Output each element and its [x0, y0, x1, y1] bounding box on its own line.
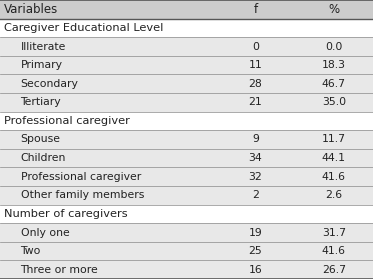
- Bar: [295, 74, 373, 93]
- Bar: [295, 167, 373, 186]
- Text: Three or more: Three or more: [21, 265, 98, 275]
- Bar: [0, 19, 373, 37]
- Bar: [295, 56, 373, 74]
- Text: Spouse: Spouse: [21, 134, 60, 145]
- Bar: [0, 205, 373, 223]
- Bar: [216, 74, 295, 93]
- Bar: [216, 56, 295, 74]
- Text: Only one: Only one: [21, 227, 69, 237]
- Text: Two: Two: [21, 246, 41, 256]
- Text: 44.1: 44.1: [322, 153, 346, 163]
- Text: 11: 11: [249, 60, 262, 70]
- Bar: [0, 186, 216, 205]
- Text: 32: 32: [249, 172, 262, 182]
- Bar: [0, 112, 373, 130]
- Text: 2.6: 2.6: [325, 190, 342, 200]
- Text: Other family members: Other family members: [21, 190, 144, 200]
- Bar: [0, 37, 216, 56]
- Bar: [216, 0, 295, 19]
- Bar: [0, 149, 216, 167]
- Bar: [216, 260, 295, 279]
- Bar: [216, 223, 295, 242]
- Text: Caregiver Educational Level: Caregiver Educational Level: [4, 23, 163, 33]
- Bar: [0, 130, 216, 149]
- Text: 34: 34: [249, 153, 262, 163]
- Text: 0: 0: [252, 42, 259, 52]
- Bar: [216, 186, 295, 205]
- Bar: [295, 0, 373, 19]
- Text: 19: 19: [249, 227, 262, 237]
- Bar: [216, 149, 295, 167]
- Text: Professional caregiver: Professional caregiver: [21, 172, 141, 182]
- Text: Illiterate: Illiterate: [21, 42, 66, 52]
- Bar: [0, 93, 216, 112]
- Bar: [0, 74, 216, 93]
- Text: 21: 21: [249, 97, 262, 107]
- Text: Number of caregivers: Number of caregivers: [4, 209, 127, 219]
- Bar: [216, 37, 295, 56]
- Text: 0.0: 0.0: [325, 42, 342, 52]
- Text: %: %: [328, 3, 339, 16]
- Bar: [295, 242, 373, 260]
- Bar: [295, 260, 373, 279]
- Text: 31.7: 31.7: [322, 227, 346, 237]
- Bar: [0, 260, 216, 279]
- Text: 41.6: 41.6: [322, 172, 346, 182]
- Bar: [216, 130, 295, 149]
- Text: 46.7: 46.7: [322, 79, 346, 89]
- Text: 9: 9: [252, 134, 259, 145]
- Bar: [295, 223, 373, 242]
- Bar: [295, 149, 373, 167]
- Text: Professional caregiver: Professional caregiver: [4, 116, 129, 126]
- Text: 16: 16: [249, 265, 262, 275]
- Text: Children: Children: [21, 153, 66, 163]
- Bar: [216, 93, 295, 112]
- Bar: [295, 37, 373, 56]
- Text: 25: 25: [249, 246, 262, 256]
- Bar: [0, 56, 216, 74]
- Text: Tertiary: Tertiary: [21, 97, 61, 107]
- Text: 18.3: 18.3: [322, 60, 346, 70]
- Text: Variables: Variables: [4, 3, 58, 16]
- Text: 26.7: 26.7: [322, 265, 346, 275]
- Bar: [0, 167, 216, 186]
- Text: Primary: Primary: [21, 60, 63, 70]
- Bar: [216, 167, 295, 186]
- Text: Secondary: Secondary: [21, 79, 78, 89]
- Bar: [0, 223, 216, 242]
- Bar: [295, 186, 373, 205]
- Bar: [295, 130, 373, 149]
- Text: 35.0: 35.0: [322, 97, 346, 107]
- Bar: [0, 0, 216, 19]
- Text: 2: 2: [252, 190, 259, 200]
- Text: 28: 28: [249, 79, 262, 89]
- Bar: [295, 93, 373, 112]
- Bar: [0, 242, 216, 260]
- Text: 41.6: 41.6: [322, 246, 346, 256]
- Text: 11.7: 11.7: [322, 134, 346, 145]
- Bar: [216, 242, 295, 260]
- Text: f: f: [253, 3, 258, 16]
